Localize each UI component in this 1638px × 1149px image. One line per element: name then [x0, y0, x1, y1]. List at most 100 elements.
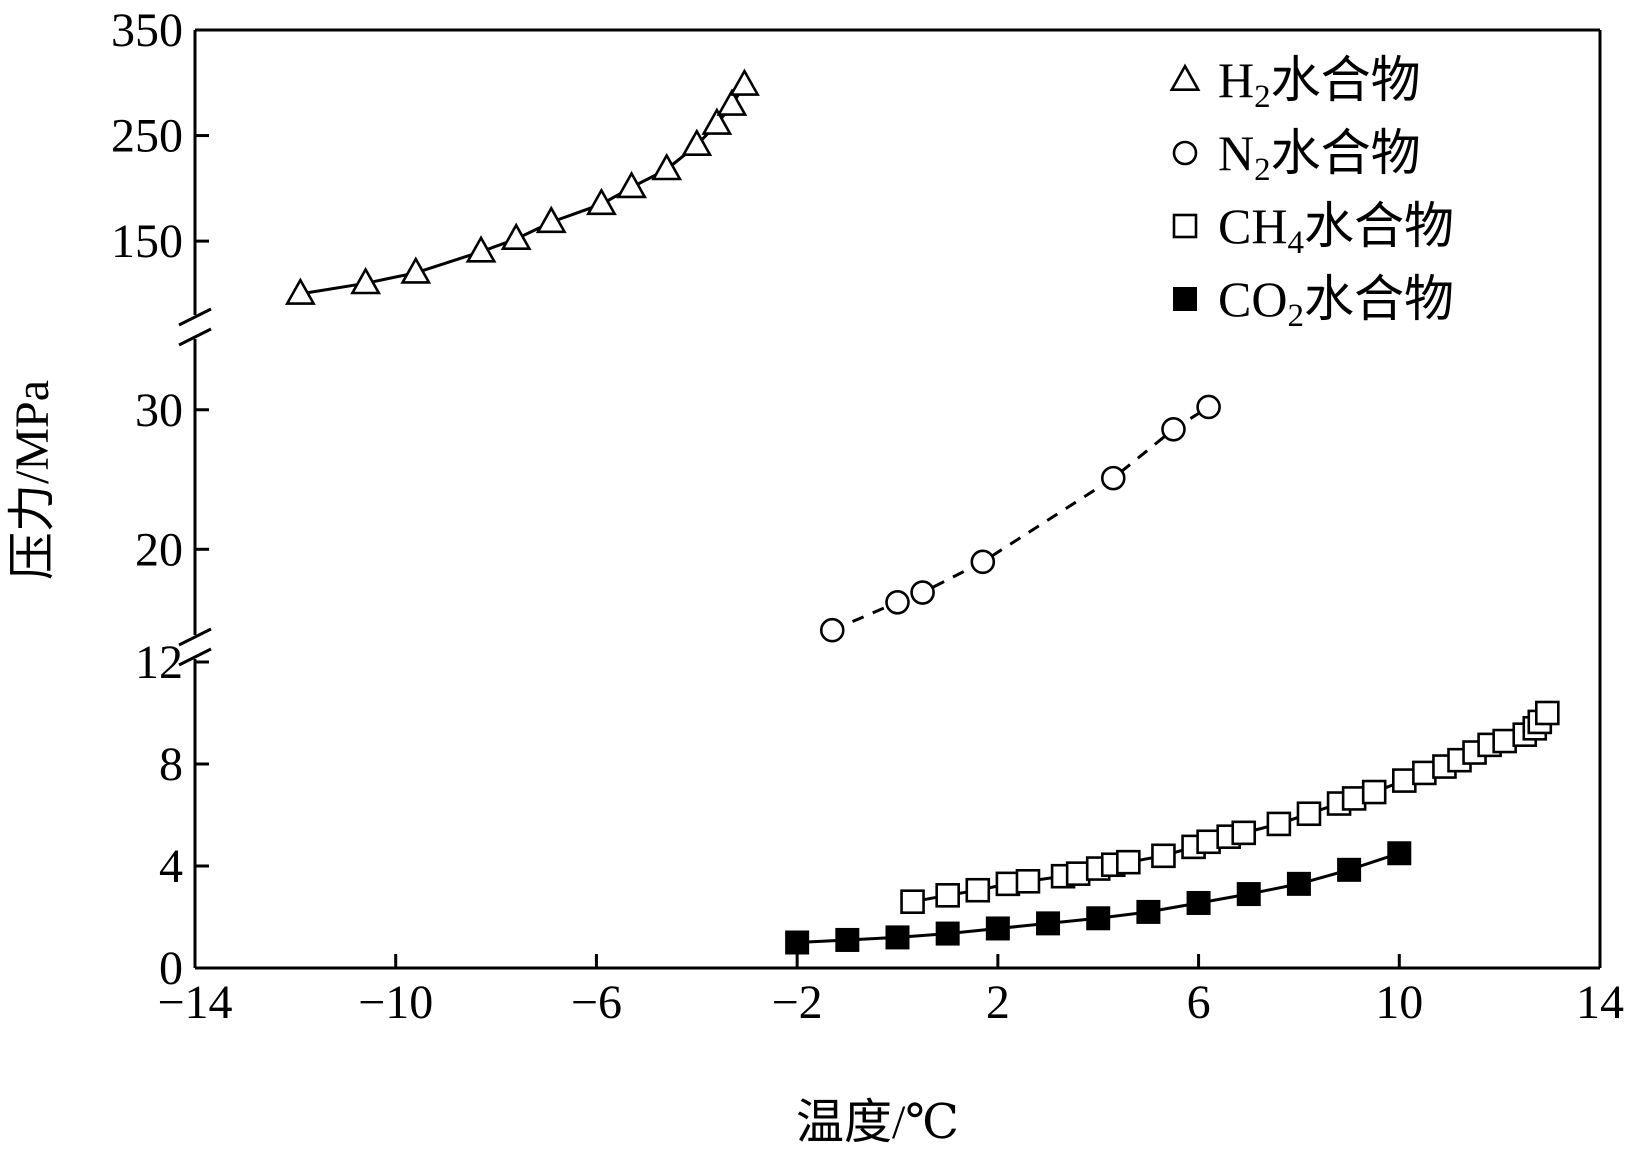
legend-label-subscript: 4: [1287, 225, 1304, 261]
legend-label: CH4水合物: [1218, 198, 1454, 261]
data-point: [910, 580, 935, 605]
data-point: [1341, 786, 1367, 811]
data-point: [1196, 829, 1221, 855]
data-point: [885, 590, 910, 615]
x-tick-label: 6: [1187, 976, 1211, 1029]
data-point: [1161, 416, 1186, 442]
axis-break-upper: [178, 307, 212, 347]
y-tick-label: 250: [111, 110, 183, 163]
legend-label-main: CO: [1218, 271, 1287, 327]
x-axis-title: 温度/℃: [796, 1096, 959, 1149]
x-tick-label: 10: [1375, 976, 1423, 1029]
y-axis-title: 压力/MPa: [6, 380, 59, 580]
data-point: [995, 871, 1021, 897]
data-point: [1392, 768, 1417, 793]
legend-marker: [1172, 213, 1198, 239]
legend-label-subscript: 2: [1254, 79, 1271, 115]
y-tick-label: 8: [159, 738, 183, 791]
data-point: [465, 235, 497, 263]
data-point: [985, 916, 1010, 941]
y-tick-label: 20: [135, 523, 183, 576]
legend-label-suffix: 水合物: [1271, 125, 1421, 181]
legend-entry-3: CO2水合物: [1173, 271, 1454, 334]
data-point: [935, 883, 960, 908]
data-point: [284, 277, 316, 305]
axis-break-lower: [178, 627, 212, 667]
legend-label-suffix: 水合物: [1304, 271, 1454, 327]
data-point: [1492, 728, 1517, 754]
series-1: [819, 394, 1221, 643]
data-point: [965, 877, 991, 903]
legend-entry-2: CH4水合物: [1172, 198, 1454, 261]
axis-break-stroke: [178, 307, 212, 327]
data-point: [729, 68, 760, 96]
data-point: [1361, 779, 1387, 805]
data-point: [1036, 911, 1061, 936]
axis-break-stroke: [178, 627, 212, 647]
data-point: [1015, 868, 1041, 894]
legend-label: CO2水合物: [1218, 271, 1454, 334]
legend-label-main: N: [1218, 125, 1254, 181]
series-0: [284, 68, 760, 305]
data-point: [1186, 890, 1211, 915]
data-point: [1065, 861, 1091, 886]
data-point: [1086, 906, 1111, 931]
data-point: [935, 921, 960, 946]
data-point: [616, 170, 647, 199]
legend-label-subscript: 2: [1287, 298, 1304, 334]
legend-entry-0: H2水合物: [1169, 52, 1421, 115]
x-tick-label: −14: [157, 976, 232, 1029]
x-tick-label: −2: [772, 976, 823, 1029]
y-tick-label: 4: [159, 840, 183, 893]
data-point: [1337, 857, 1362, 882]
series-line: [300, 84, 746, 296]
data-point: [1535, 700, 1560, 726]
legend-label: H2水合物: [1218, 52, 1421, 115]
data-point: [1136, 899, 1161, 924]
axis-break-stroke: [178, 647, 212, 667]
data-point: [1151, 843, 1176, 869]
legend-label-main: CH: [1218, 198, 1287, 254]
legend-label-suffix: 水合物: [1304, 198, 1454, 254]
x-tick-label: 2: [986, 976, 1010, 1029]
legend-entry-1: N2水合物: [1172, 125, 1421, 188]
series-2: [900, 700, 1560, 915]
x-tick-label: −10: [358, 976, 433, 1029]
data-point: [1196, 394, 1221, 420]
x-tick-label: −6: [571, 976, 622, 1029]
legend-label-suffix: 水合物: [1271, 52, 1421, 108]
y-tick-label: 0: [159, 942, 183, 995]
legend-label: N2水合物: [1218, 125, 1421, 188]
data-point: [970, 549, 996, 575]
legend-marker: [1172, 140, 1198, 166]
data-point: [1296, 801, 1322, 827]
data-point: [1231, 820, 1257, 846]
data-point: [785, 930, 810, 955]
x-tick-label: 14: [1576, 976, 1624, 1029]
data-point: [651, 152, 683, 181]
series-3: [785, 841, 1412, 955]
data-point: [1236, 882, 1261, 907]
data-point: [1286, 871, 1311, 896]
data-point: [835, 927, 860, 952]
data-point: [701, 107, 733, 135]
data-point: [1387, 841, 1412, 866]
data-point: [350, 266, 382, 295]
legend-marker: [1173, 287, 1197, 311]
data-point: [681, 128, 713, 157]
legend-marker: [1169, 63, 1201, 91]
data-point: [400, 256, 432, 284]
data-point: [900, 889, 925, 915]
data-point: [885, 925, 910, 950]
data-point: [1100, 465, 1126, 491]
data-point: [1266, 811, 1292, 837]
data-point: [500, 222, 532, 250]
data-point: [535, 205, 567, 234]
y-tick-label: 150: [111, 215, 183, 268]
data-point: [1116, 849, 1141, 875]
data-point: [819, 617, 845, 643]
axis-break-stroke: [178, 327, 212, 347]
data-point: [1412, 760, 1437, 786]
